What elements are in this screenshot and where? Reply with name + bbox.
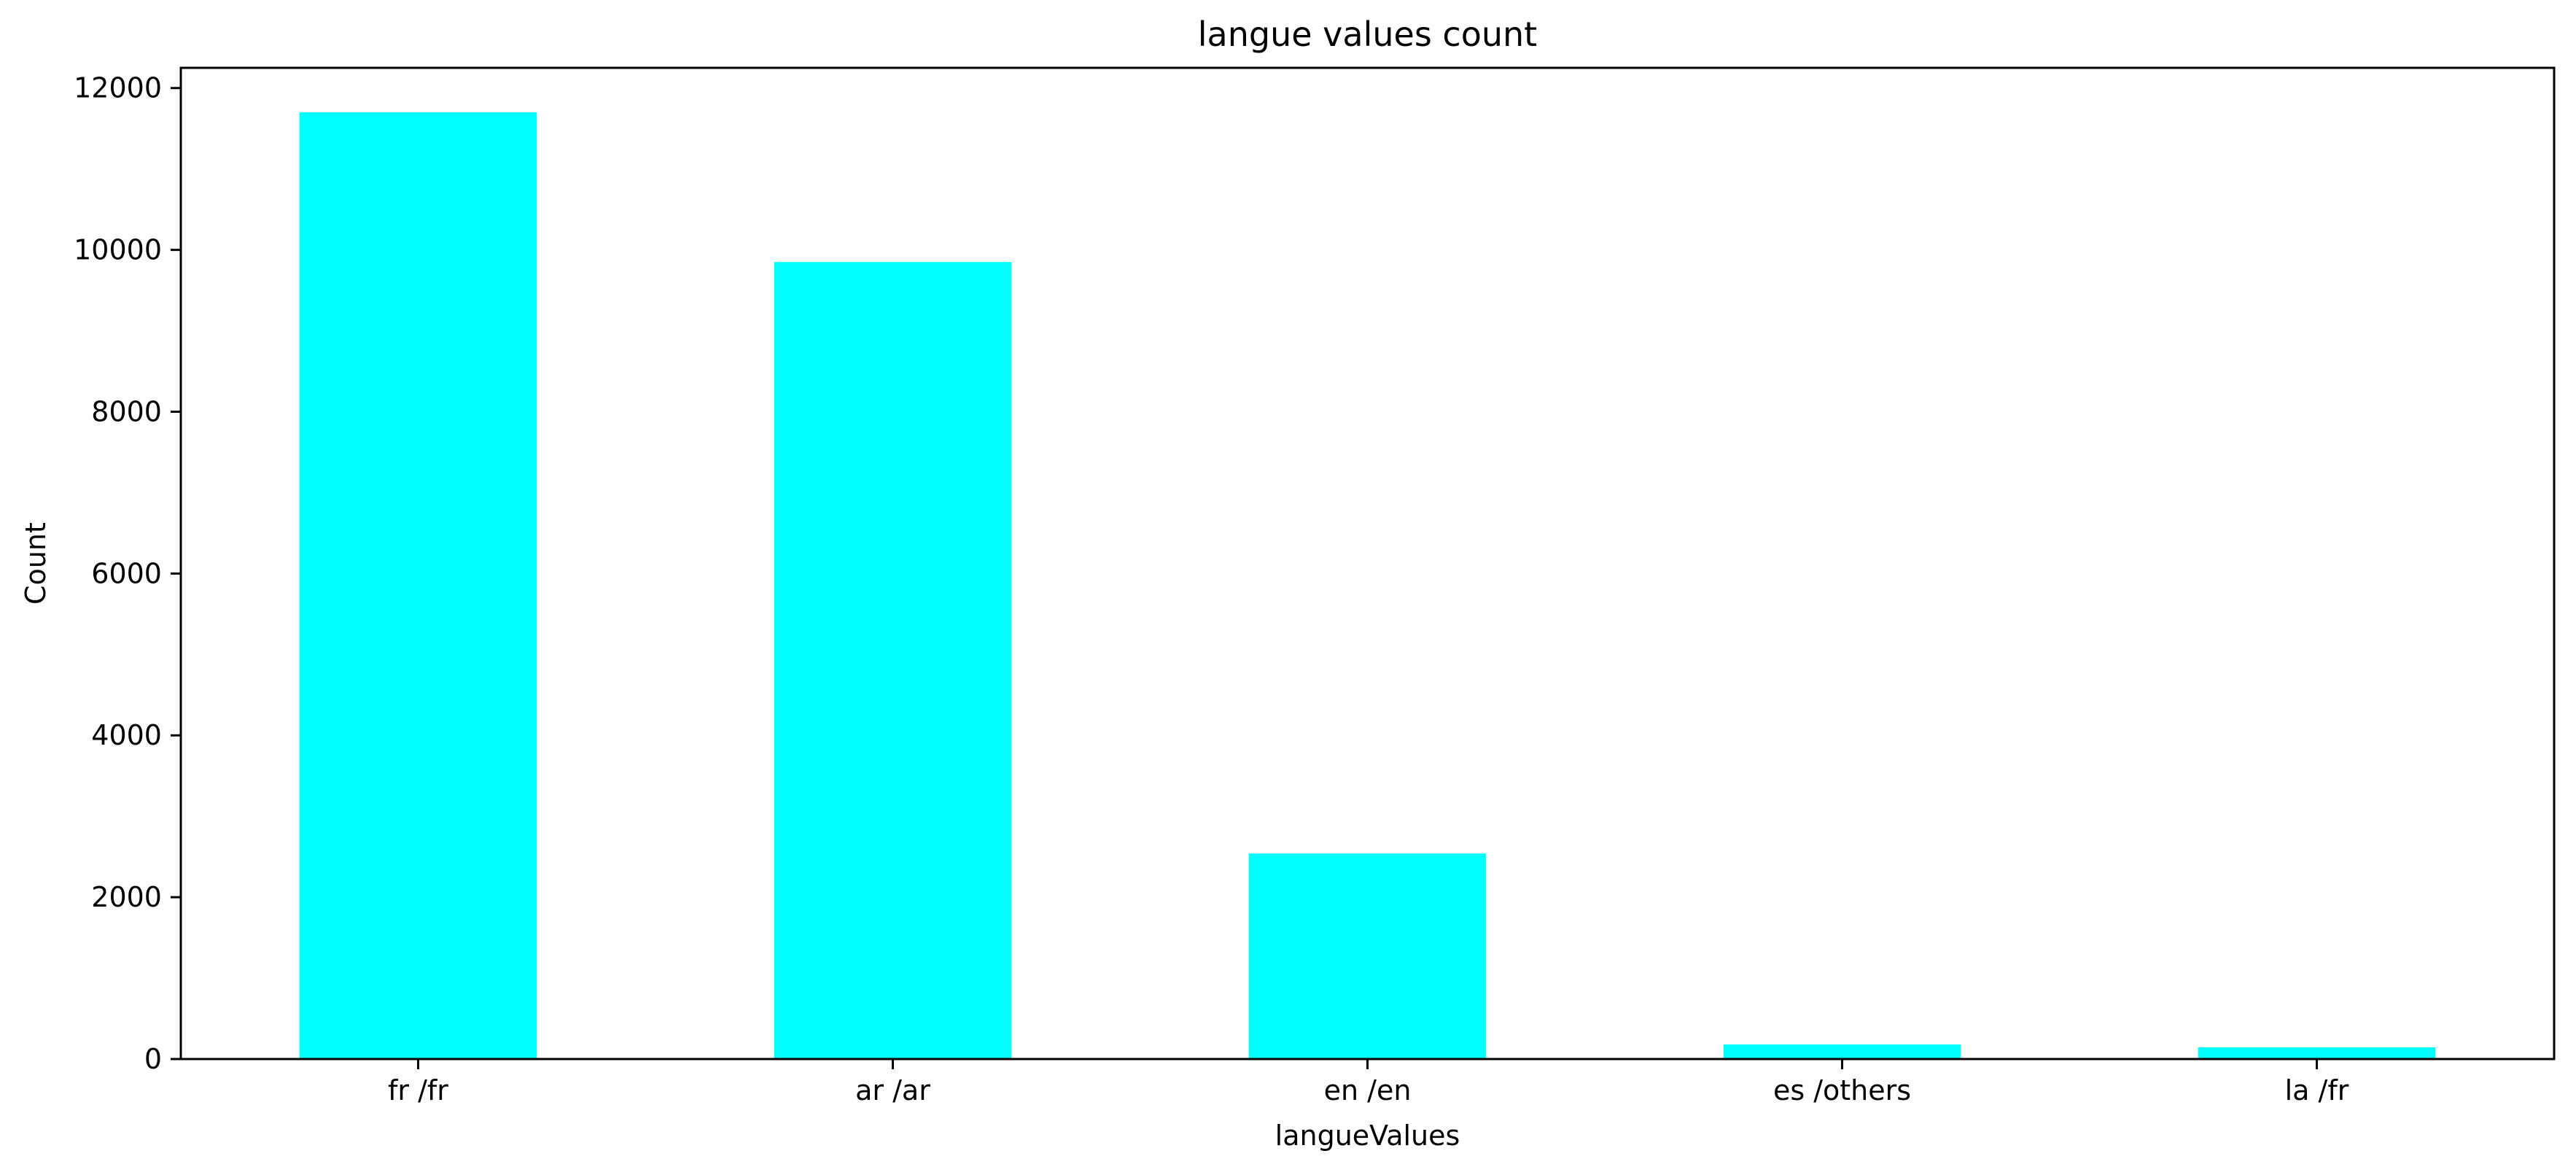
bar — [2198, 1047, 2436, 1059]
plot-area: 0 2000 4000 6000 8000 10000 12000 fr /fr ar /ar… — [74, 66, 2556, 1106]
y-tick-label: 6000 — [91, 557, 162, 589]
x-axis-ticks: fr /fr ar /ar en /en es /others la /fr — [388, 1059, 2349, 1106]
bar — [774, 262, 1012, 1059]
bar — [1248, 853, 1487, 1059]
x-tick-label: fr /fr — [388, 1074, 448, 1106]
x-axis-label: langueValues — [1275, 1120, 1460, 1152]
x-tick-label: la /fr — [2285, 1074, 2349, 1106]
y-tick-label: 12000 — [74, 72, 162, 104]
y-tick-label: 4000 — [91, 719, 162, 751]
bar — [1723, 1044, 1961, 1059]
bar — [299, 112, 537, 1059]
chart-title: langue values count — [1198, 15, 1537, 54]
bars — [299, 112, 2436, 1059]
y-tick-label: 0 — [144, 1043, 162, 1075]
y-axis-label: Count — [20, 522, 52, 605]
x-tick-label: en /en — [1324, 1074, 1412, 1106]
y-tick-label: 10000 — [74, 234, 162, 266]
x-tick-label: ar /ar — [855, 1074, 930, 1106]
y-tick-label: 8000 — [91, 395, 162, 427]
y-axis-ticks: 0 2000 4000 6000 8000 10000 12000 — [74, 72, 181, 1075]
y-tick-label: 2000 — [91, 881, 162, 913]
x-tick-label: es /others — [1773, 1074, 1911, 1106]
